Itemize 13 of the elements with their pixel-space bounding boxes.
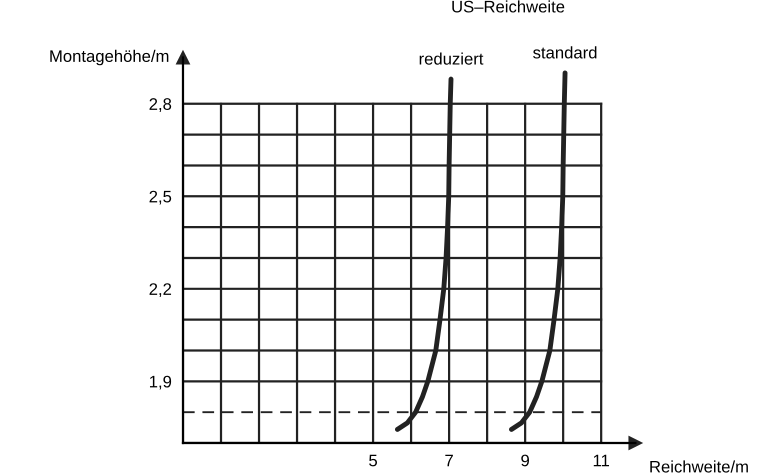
series-label: reduziert <box>420 52 484 65</box>
y-tick-label: 2,5 <box>150 190 172 204</box>
y-tick-label: 1,9 <box>150 376 172 390</box>
x-tick-label: 5 <box>369 454 378 466</box>
series-label: standard <box>533 46 596 59</box>
y-tick-label: 2,8 <box>150 98 172 112</box>
y-axis-title: Montagehöhe/m <box>50 50 168 66</box>
text: US–Reichweite <box>452 0 564 13</box>
y-tick-label: 2,2 <box>150 283 172 297</box>
x-tick-label: 7 <box>445 454 453 466</box>
x-tick-label: 11 <box>594 454 610 466</box>
x-tick-label: 9 <box>521 454 529 466</box>
x-axis-title: Reichweite/m <box>650 460 748 473</box>
